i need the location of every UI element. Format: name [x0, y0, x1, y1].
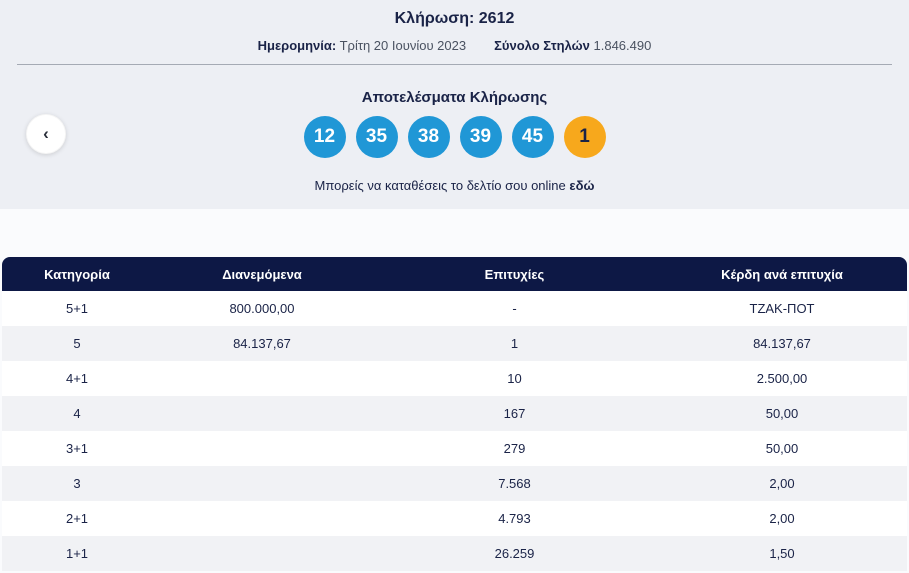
- results-heading: Αποτελέσματα Κλήρωσης: [361, 89, 548, 106]
- table-cell: 4.793: [372, 501, 657, 536]
- winning-number-ball: 35: [355, 116, 398, 158]
- draw-meta: Ημερομηνία: Τρίτη 20 Ιουνίου 2023 Σύνολο…: [0, 38, 909, 53]
- table-cell: 2,00: [657, 501, 907, 536]
- results-table-wrap: Κατηγορία Διανεμόμενα Επιτυχίες Κέρδη αν…: [2, 257, 907, 571]
- table-cell: [152, 431, 372, 466]
- table-cell: 2,00: [657, 466, 907, 501]
- table-cell: [152, 536, 372, 571]
- table-cell: 4+1: [2, 361, 152, 396]
- table-row: 2+1 4.793 2,00: [2, 501, 907, 536]
- column-header-distributed: Διανεμόμενα: [152, 257, 372, 291]
- winning-number-ball: 45: [511, 116, 554, 158]
- table-row: 4 167 50,00: [2, 396, 907, 431]
- table-cell: [152, 501, 372, 536]
- header-row: Κατηγορία Διανεμόμενα Επιτυχίες Κέρδη αν…: [2, 257, 907, 291]
- divider: [17, 64, 892, 65]
- table-cell: 2+1: [2, 501, 152, 536]
- table-cell: 84.137,67: [152, 326, 372, 361]
- draw-summary-panel: ‹ Κλήρωση: 2612 Ημερομηνία: Τρίτη 20 Ιου…: [0, 0, 909, 209]
- online-submit-text: Μπορείς να καταθέσεις το δελτίο σου onli…: [314, 178, 566, 193]
- table-cell: 1: [372, 326, 657, 361]
- column-header-category: Κατηγορία: [2, 257, 152, 291]
- tzoker-number-ball: 1: [563, 116, 606, 158]
- table-cell: 5+1: [2, 291, 152, 326]
- table-row: 3 7.568 2,00: [2, 466, 907, 501]
- table-row: 1+1 26.259 1,50: [2, 536, 907, 571]
- winning-number-ball: 38: [407, 116, 450, 158]
- table-cell: [152, 396, 372, 431]
- winning-numbers: 12 35 38 39 45 1: [0, 116, 909, 158]
- table-cell: 167: [372, 396, 657, 431]
- table-cell: 7.568: [372, 466, 657, 501]
- winning-number-ball: 39: [459, 116, 502, 158]
- table-cell: [152, 361, 372, 396]
- table-cell: 1,50: [657, 536, 907, 571]
- table-cell: 5: [2, 326, 152, 361]
- table-cell: 3: [2, 466, 152, 501]
- table-cell: 279: [372, 431, 657, 466]
- online-submit-line: Μπορείς να καταθέσεις το δελτίο σου onli…: [0, 178, 909, 193]
- table-cell: 50,00: [657, 431, 907, 466]
- draw-number: 2612: [478, 10, 515, 27]
- winning-number-ball: 12: [303, 116, 346, 158]
- table-cell: 10: [372, 361, 657, 396]
- column-header-prize-per-win: Κέρδη ανά επιτυχία: [657, 257, 907, 291]
- online-submit-link[interactable]: εδώ: [569, 178, 595, 193]
- chevron-left-icon: ‹: [43, 123, 49, 143]
- table-row: 5 84.137,67 1 84.137,67: [2, 326, 907, 361]
- column-header-winners: Επιτυχίες: [372, 257, 657, 291]
- table-cell: 4: [2, 396, 152, 431]
- total-columns-label: Σύνολο Στηλών: [494, 38, 590, 53]
- table-cell: 26.259: [372, 536, 657, 571]
- total-columns-value: 1.846.490: [593, 38, 652, 53]
- results-table-head: Κατηγορία Διανεμόμενα Επιτυχίες Κέρδη αν…: [2, 257, 907, 291]
- draw-title: Κλήρωση: 2612: [0, 0, 909, 28]
- table-cell: [152, 466, 372, 501]
- results-table-body: 5+1 800.000,00- ΤΖΑΚ-ΠΟΤ 5 84.137,67 1 84.137,…: [2, 291, 907, 571]
- draw-date-label: Ημερομηνία:: [257, 38, 337, 53]
- previous-draw-button[interactable]: ‹: [26, 114, 66, 154]
- table-row: 3+1 279 50,00: [2, 431, 907, 466]
- table-cell: 84.137,67: [657, 326, 907, 361]
- table-cell: ΤΖΑΚ-ΠΟΤ: [657, 291, 907, 326]
- draw-title-label: Κλήρωση:: [394, 10, 475, 27]
- table-cell: 800.000,00: [152, 291, 372, 326]
- results-table: Κατηγορία Διανεμόμενα Επιτυχίες Κέρδη αν…: [2, 257, 907, 571]
- table-row: 5+1 800.000,00- ΤΖΑΚ-ΠΟΤ: [2, 291, 907, 326]
- total-columns: Σύνολο Στηλών 1.846.490: [494, 38, 651, 53]
- table-cell: -: [372, 291, 657, 326]
- table-cell: 1+1: [2, 536, 152, 571]
- draw-date: Ημερομηνία: Τρίτη 20 Ιουνίου 2023: [258, 38, 466, 53]
- draw-date-value: Τρίτη 20 Ιουνίου 2023: [339, 38, 467, 53]
- table-cell: 3+1: [2, 431, 152, 466]
- table-cell: 50,00: [657, 396, 907, 431]
- table-row: 4+1 10 2.500,00: [2, 361, 907, 396]
- table-cell: 2.500,00: [657, 361, 907, 396]
